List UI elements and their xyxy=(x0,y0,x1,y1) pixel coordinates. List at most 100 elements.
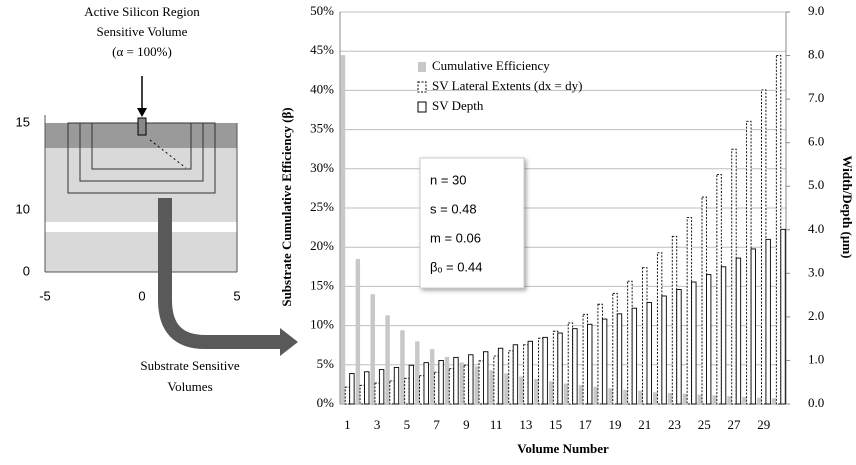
y-tick-label: 10% xyxy=(310,317,334,332)
diagram-y-tick: 15 xyxy=(16,114,30,129)
bar xyxy=(697,394,703,404)
bar xyxy=(563,383,569,404)
diagram-label: Sensitive Volume xyxy=(97,24,188,39)
bar xyxy=(742,396,747,404)
bar xyxy=(761,89,767,405)
bar xyxy=(419,375,425,405)
bar xyxy=(489,370,494,404)
bar xyxy=(355,258,361,404)
bar xyxy=(638,390,643,404)
bar xyxy=(731,148,737,405)
bar xyxy=(701,196,707,405)
legend-label: Cumulative Efficiency xyxy=(432,58,550,73)
bar xyxy=(423,362,429,405)
annotation: m = 0.06 xyxy=(430,230,481,245)
x-axis-title: Volume Number xyxy=(517,441,609,456)
bar xyxy=(415,341,420,404)
x-tick-label: 5 xyxy=(404,417,411,432)
annotation: n = 30 xyxy=(430,172,467,187)
y2-tick-label: 7.0 xyxy=(808,90,824,105)
y2-tick-label: 3.0 xyxy=(808,264,824,279)
x-tick-label: 27 xyxy=(727,417,741,432)
bar xyxy=(712,395,717,404)
x-tick-label: 3 xyxy=(374,417,381,432)
bar xyxy=(548,381,554,404)
y-axis-title: Substrate Cumulative Efficiency (β) xyxy=(279,107,294,306)
bar xyxy=(512,344,519,405)
bar xyxy=(557,332,563,405)
bar xyxy=(463,364,470,405)
y2-tick-label: 0.0 xyxy=(808,395,824,410)
bar xyxy=(661,295,667,405)
bar xyxy=(542,336,548,405)
bar xyxy=(601,318,608,405)
substrate xyxy=(45,232,237,272)
y2-tick-label: 2.0 xyxy=(808,308,824,323)
annotation-box xyxy=(419,157,525,289)
y-tick-label: 30% xyxy=(310,160,334,175)
bar xyxy=(706,274,712,405)
bar xyxy=(765,238,771,405)
diagram-y-tick: 10 xyxy=(16,201,30,216)
bar xyxy=(631,307,638,405)
bar xyxy=(359,384,365,405)
bar xyxy=(385,315,390,404)
x-tick-label: 19 xyxy=(609,417,622,432)
bar xyxy=(349,373,355,405)
y-tick-label: 35% xyxy=(310,121,334,136)
y-tick-label: 5% xyxy=(317,356,335,371)
y2-tick-label: 1.0 xyxy=(808,351,824,366)
bar xyxy=(474,366,480,404)
diagram-y-tick: 0 xyxy=(23,263,30,278)
diagram-label: (α = 100%) xyxy=(112,44,172,59)
diagram-label: Substrate Sensitive xyxy=(140,358,240,373)
bar xyxy=(478,360,484,405)
legend-swatch xyxy=(417,101,427,113)
bar xyxy=(691,281,697,405)
bar xyxy=(504,373,509,404)
bar xyxy=(378,369,385,405)
bar xyxy=(642,267,648,405)
bar xyxy=(370,294,375,404)
x-tick-label: 9 xyxy=(463,417,470,432)
x-tick-label: 25 xyxy=(698,417,711,432)
bar xyxy=(497,347,504,405)
bar xyxy=(656,252,663,405)
x-tick-label: 21 xyxy=(638,417,651,432)
bar xyxy=(686,217,693,405)
x-tick-label: 17 xyxy=(579,417,593,432)
bar xyxy=(444,356,450,404)
bar xyxy=(408,364,415,405)
bar xyxy=(720,266,727,405)
y-tick-label: 25% xyxy=(310,199,334,214)
y2-tick-label: 5.0 xyxy=(808,177,824,192)
bar xyxy=(676,288,682,405)
y-tick-label: 15% xyxy=(310,277,334,292)
annotation: βₒ = 0.44 xyxy=(430,259,483,274)
x-tick-label: 7 xyxy=(433,417,440,432)
x-tick-label: 13 xyxy=(519,417,532,432)
y-tick-label: 45% xyxy=(310,42,334,57)
y-tick-label: 40% xyxy=(310,81,334,96)
bar xyxy=(483,351,489,405)
plot: 0% 5% 10% 15% 20% 25% 30% 35% 40% 45% 50% 0.0 1.0 2.0… xyxy=(310,3,824,432)
bar xyxy=(671,235,678,405)
y2-tick-label: 4.0 xyxy=(808,221,824,236)
bar xyxy=(459,362,465,404)
bar xyxy=(616,313,623,405)
y-tick-label: 0% xyxy=(317,395,335,410)
bar xyxy=(727,396,732,404)
diagram-x-tick: -5 xyxy=(39,288,51,303)
bar xyxy=(493,355,499,405)
diagram-x-tick: 0 xyxy=(138,288,145,303)
diagram-x-tick: 5 xyxy=(233,288,240,303)
bar xyxy=(627,280,633,405)
y2-tick-label: 9.0 xyxy=(808,3,824,18)
diagram: 15 10 0 -5 0 5 Active Silicon Region Sen… xyxy=(16,4,298,394)
bar xyxy=(453,356,459,405)
bar xyxy=(508,350,514,405)
y2-tick-label: 6.0 xyxy=(808,134,824,149)
diagram-label: Active Silicon Region xyxy=(84,4,200,19)
y2-tick-label: 8.0 xyxy=(808,47,824,62)
bar xyxy=(340,55,346,405)
